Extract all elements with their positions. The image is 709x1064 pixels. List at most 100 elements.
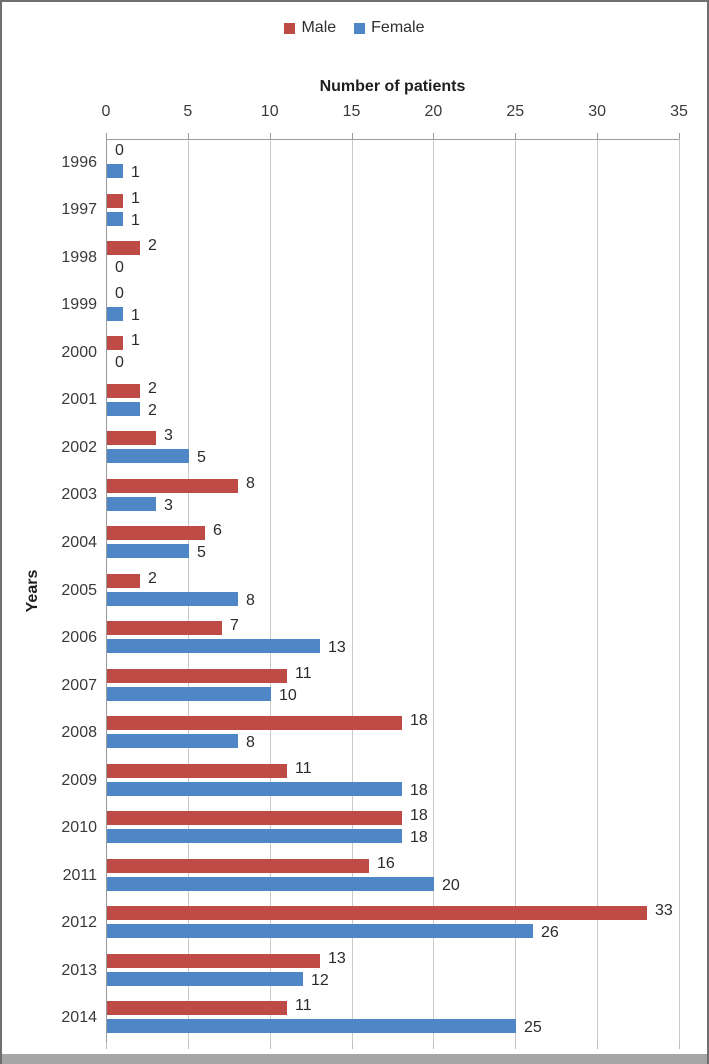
bar-female-2009 (107, 782, 402, 796)
bar-male-2006 (107, 621, 222, 635)
x-tick-mark (597, 133, 598, 139)
year-label-2008: 2008 (61, 724, 97, 741)
value-label-female-2010: 18 (410, 829, 428, 846)
bar-female-2011 (107, 877, 434, 891)
value-label-male-2001: 2 (148, 380, 157, 397)
bar-male-1998 (107, 241, 140, 255)
value-label-female-2004: 5 (197, 544, 206, 561)
value-label-male-2013: 13 (328, 950, 346, 967)
x-tick-label-0: 0 (101, 103, 111, 120)
bar-male-2007 (107, 669, 287, 683)
value-label-female-2001: 2 (148, 402, 157, 419)
bar-female-2010 (107, 829, 402, 843)
gridline-15 (352, 139, 353, 1042)
value-label-male-2008: 18 (410, 712, 428, 729)
bar-male-2011 (107, 859, 369, 873)
value-label-male-2004: 6 (213, 522, 222, 539)
x-tick-mark-bottom (597, 1042, 598, 1049)
value-label-male-2009: 11 (295, 760, 312, 777)
x-tick-mark-bottom (679, 1042, 680, 1049)
bar-male-2001 (107, 384, 140, 398)
year-label-1997: 1997 (61, 201, 97, 218)
value-label-male-2005: 2 (148, 570, 157, 587)
bar-female-2006 (107, 639, 320, 653)
bar-male-2003 (107, 479, 238, 493)
year-label-2005: 2005 (61, 582, 97, 599)
year-label-2010: 2010 (61, 819, 97, 836)
bar-female-2004 (107, 544, 189, 558)
value-label-male-2014: 11 (295, 997, 312, 1014)
gridline-25 (515, 139, 516, 1042)
x-tick-label-10: 10 (260, 103, 279, 120)
x-tick-label-30: 30 (588, 103, 607, 120)
year-label-2009: 2009 (61, 772, 97, 789)
bar-female-1996 (107, 164, 123, 178)
bar-female-2014 (107, 1019, 516, 1033)
x-tick-mark-bottom (352, 1042, 353, 1049)
gridline-30 (597, 139, 598, 1042)
x-tick-mark-bottom (433, 1042, 434, 1049)
bar-male-2012 (107, 906, 647, 920)
year-label-1998: 1998 (61, 249, 97, 266)
value-label-female-2014: 25 (524, 1019, 542, 1036)
year-label-2011: 2011 (62, 867, 97, 884)
value-label-female-2012: 26 (541, 924, 559, 941)
value-label-male-2003: 8 (246, 475, 255, 492)
bar-male-2014 (107, 1001, 287, 1015)
x-tick-mark-bottom (188, 1042, 189, 1049)
x-tick-mark (270, 133, 271, 139)
male-legend-swatch-icon (284, 22, 296, 34)
year-label-2014: 2014 (61, 1009, 97, 1026)
bar-male-2000 (107, 336, 123, 350)
x-tick-mark (352, 133, 353, 139)
year-label-2006: 2006 (61, 629, 97, 646)
bar-female-1997 (107, 212, 123, 226)
value-label-female-2007: 10 (279, 687, 297, 704)
x-tick-label-25: 25 (506, 103, 525, 120)
value-label-male-1999: 0 (115, 285, 124, 302)
value-label-female-2000: 0 (115, 354, 124, 371)
value-label-male-1998: 2 (148, 237, 157, 254)
bar-male-2008 (107, 716, 402, 730)
year-label-2007: 2007 (61, 677, 97, 694)
bar-male-2004 (107, 526, 205, 540)
plot-area (106, 139, 679, 1042)
legend-label-female: Female (371, 19, 425, 36)
x-tick-mark-bottom (270, 1042, 271, 1049)
value-label-male-2012: 33 (655, 902, 673, 919)
legend: Male Female (2, 19, 707, 37)
value-label-male-1997: 1 (131, 190, 140, 207)
x-tick-mark (433, 133, 434, 139)
gridline-5 (188, 139, 189, 1042)
value-label-male-1996: 0 (115, 142, 124, 159)
year-label-2012: 2012 (61, 914, 97, 931)
value-label-male-2006: 7 (230, 617, 239, 634)
bar-female-2001 (107, 402, 140, 416)
x-axis-title: Number of patients (319, 78, 466, 95)
value-label-female-2008: 8 (246, 734, 255, 751)
gridline-20 (433, 139, 434, 1042)
value-label-male-2002: 3 (164, 427, 173, 444)
bar-male-2010 (107, 811, 402, 825)
value-label-male-2011: 16 (377, 855, 395, 872)
gridline-35 (679, 139, 680, 1042)
value-label-female-2003: 3 (164, 497, 173, 514)
bar-male-2005 (107, 574, 140, 588)
value-label-female-1998: 0 (115, 259, 124, 276)
legend-item-male: Male (284, 19, 336, 37)
x-tick-label-35: 35 (670, 103, 688, 120)
bar-female-2007 (107, 687, 271, 701)
value-label-female-2006: 13 (328, 639, 346, 656)
year-label-2001: 2001 (61, 391, 97, 408)
year-label-2004: 2004 (61, 534, 97, 551)
value-label-female-2002: 5 (197, 449, 206, 466)
value-label-female-2013: 12 (311, 972, 329, 989)
value-label-female-1996: 1 (131, 164, 140, 181)
x-tick-mark (188, 133, 189, 139)
value-label-male-2000: 1 (131, 332, 140, 349)
bar-female-2008 (107, 734, 238, 748)
value-label-female-2009: 18 (410, 782, 428, 799)
bar-male-2009 (107, 764, 287, 778)
bar-female-2012 (107, 924, 533, 938)
